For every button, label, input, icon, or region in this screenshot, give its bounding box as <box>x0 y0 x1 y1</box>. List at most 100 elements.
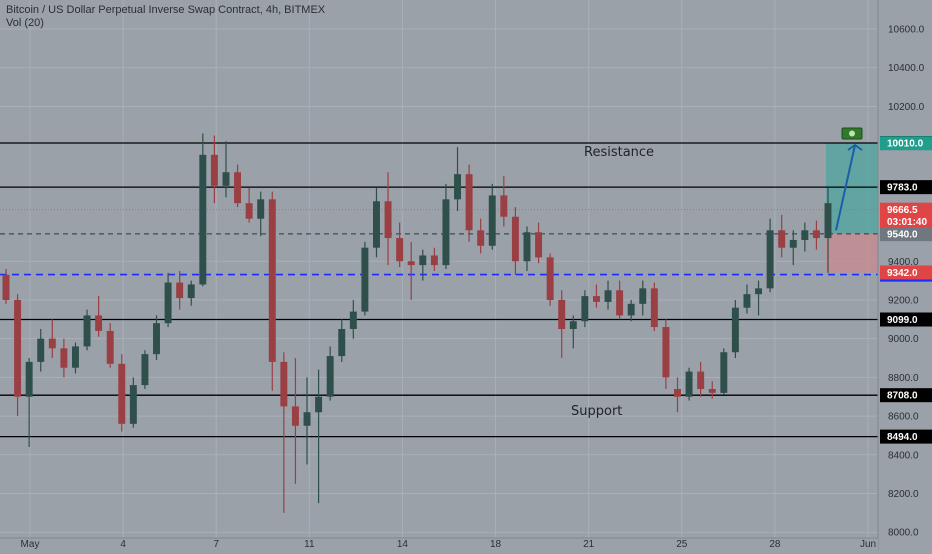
plot-area <box>0 0 878 538</box>
candle-body[interactable] <box>674 388 681 397</box>
y-tick-label: 8600.0 <box>888 412 919 423</box>
candle-body[interactable] <box>2 274 10 300</box>
price-badge-text: 9666.5 <box>887 205 918 216</box>
candle-body[interactable] <box>14 299 22 397</box>
x-tick-label: 11 <box>304 539 315 550</box>
candle-body[interactable] <box>396 238 404 262</box>
time-axis[interactable] <box>0 538 878 550</box>
x-tick-label: 4 <box>120 539 126 550</box>
candle-body[interactable] <box>361 247 369 312</box>
candle-body[interactable] <box>95 315 103 331</box>
candle-body[interactable] <box>257 199 265 219</box>
x-tick-label: 7 <box>213 539 219 550</box>
candle-body[interactable] <box>338 328 346 357</box>
candle-body[interactable] <box>558 299 566 329</box>
candle-body[interactable] <box>546 257 554 300</box>
candle-body[interactable] <box>477 230 485 246</box>
candle-body[interactable] <box>511 216 519 262</box>
price-badge <box>880 227 932 242</box>
candle-body[interactable] <box>141 354 149 386</box>
candle-body[interactable] <box>129 385 137 424</box>
candle-body[interactable] <box>349 311 357 329</box>
candle-body[interactable] <box>280 361 288 407</box>
candle-body[interactable] <box>604 290 612 302</box>
candle-body[interactable] <box>83 315 91 347</box>
candle-body[interactable] <box>685 371 693 397</box>
level-badge-text: 8708.0 <box>887 391 918 402</box>
candle-body[interactable] <box>384 201 392 239</box>
candle-body[interactable] <box>164 282 172 324</box>
candle-body[interactable] <box>291 406 299 426</box>
candle-body[interactable] <box>523 232 531 262</box>
candle-body[interactable] <box>697 371 705 389</box>
volume-label: Vol (20) <box>6 17 44 29</box>
level-badge <box>880 388 932 403</box>
candle-body[interactable] <box>789 239 797 248</box>
candle-body[interactable] <box>581 296 589 322</box>
candle-body[interactable] <box>25 361 33 397</box>
candle-body[interactable] <box>488 195 496 246</box>
x-tick-label: 14 <box>397 539 409 550</box>
candle-body[interactable] <box>731 307 739 353</box>
candle-body[interactable] <box>592 296 600 302</box>
price-badge-text: 9342.0 <box>887 268 918 279</box>
candle-body[interactable] <box>419 255 427 266</box>
candle-body[interactable] <box>71 346 79 368</box>
y-tick-label: 8800.0 <box>888 373 919 384</box>
candle-body[interactable] <box>407 261 415 266</box>
candle-body[interactable] <box>245 203 253 219</box>
candle-body[interactable] <box>535 232 543 258</box>
candle-body[interactable] <box>268 199 276 362</box>
candle-body[interactable] <box>743 294 751 308</box>
candle-body[interactable] <box>48 338 56 349</box>
candle-body[interactable] <box>824 203 832 239</box>
candle-body[interactable] <box>222 172 230 186</box>
candle-body[interactable] <box>210 154 218 186</box>
candle-body[interactable] <box>430 255 438 266</box>
level-badge-text: 9099.0 <box>887 315 918 326</box>
x-tick-label: 18 <box>490 539 502 550</box>
candle-body[interactable] <box>500 195 508 217</box>
candle-body[interactable] <box>465 174 473 231</box>
candle-body[interactable] <box>153 323 160 355</box>
candle-body[interactable] <box>199 154 207 285</box>
candle-body[interactable] <box>616 290 624 316</box>
candle-body[interactable] <box>720 352 728 393</box>
candle-body[interactable] <box>187 284 195 299</box>
candle-body[interactable] <box>106 330 114 364</box>
candle-body[interactable] <box>60 348 68 368</box>
candle-body[interactable] <box>812 230 820 239</box>
y-tick-label: 10400.0 <box>888 63 925 74</box>
arrow-head <box>847 143 863 151</box>
candle-body[interactable] <box>801 230 809 240</box>
candle-body[interactable] <box>315 396 323 413</box>
candle-body[interactable] <box>662 327 670 378</box>
candle-body[interactable] <box>303 412 311 426</box>
candle-body[interactable] <box>442 199 450 266</box>
candle-body[interactable] <box>37 338 45 362</box>
candle-body[interactable] <box>373 201 380 248</box>
candle-body[interactable] <box>639 288 647 304</box>
candle-body[interactable] <box>755 288 763 295</box>
projection-arrow <box>835 144 856 231</box>
candle-body[interactable] <box>234 172 242 204</box>
price-badge <box>880 214 932 229</box>
candle-body[interactable] <box>326 356 334 397</box>
price-badge-text: 03:01:40 <box>887 217 927 228</box>
candle-body[interactable] <box>766 230 774 289</box>
candle-body[interactable] <box>708 388 716 393</box>
candle-body[interactable] <box>778 230 786 248</box>
x-tick-label: 25 <box>676 539 688 550</box>
candle-body[interactable] <box>118 363 126 424</box>
candle-body[interactable] <box>650 288 658 328</box>
candle-body[interactable] <box>627 303 635 316</box>
candle-body[interactable] <box>176 282 184 299</box>
price-badge <box>880 136 932 151</box>
candle-body[interactable] <box>569 321 577 329</box>
candle-body[interactable] <box>454 174 461 200</box>
level-badge-text: 8494.0 <box>887 432 918 443</box>
y-tick-label: 10200.0 <box>888 102 925 113</box>
price-badge <box>880 265 932 280</box>
